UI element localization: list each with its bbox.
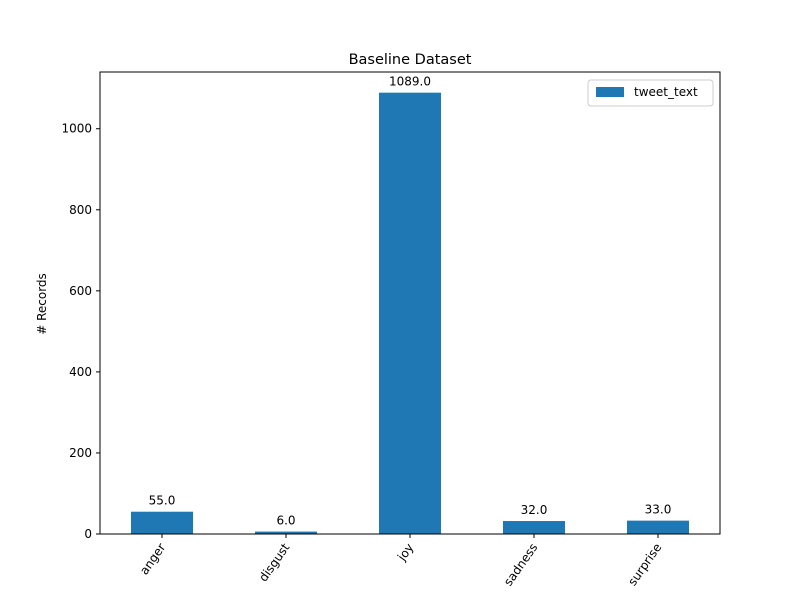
y-tick-label-800: 800	[69, 203, 92, 217]
y-axis-label: # Records	[35, 273, 49, 335]
legend: tweet_text	[587, 79, 714, 107]
y-tick-label-400: 400	[69, 365, 92, 379]
y-tick-label-200: 200	[69, 446, 92, 460]
bar-anger	[131, 511, 193, 534]
x-tick-label-anger: anger	[137, 541, 169, 578]
legend-swatch	[596, 87, 624, 97]
y-tick-label-1000: 1000	[61, 122, 92, 136]
data-label-surprise: 33.0	[645, 503, 672, 517]
chart-title: Baseline Dataset	[349, 52, 472, 68]
x-tick-label-disgust: disgust	[256, 540, 293, 584]
bar-joy	[379, 92, 441, 534]
data-label-anger: 55.0	[149, 494, 176, 508]
x-tick-label-joy: joy	[394, 541, 416, 564]
bar-disgust	[255, 531, 317, 534]
legend-label: tweet_text	[634, 85, 698, 99]
y-tick-label-600: 600	[69, 284, 92, 298]
x-tick-label-sadness: sadness	[501, 541, 540, 589]
data-label-joy: 1089.0	[389, 75, 431, 89]
bar-sadness	[503, 521, 565, 534]
x-tick-label-surprise: surprise	[625, 541, 664, 589]
data-label-sadness: 32.0	[521, 503, 548, 517]
legend-box	[587, 79, 714, 107]
y-tick-label-0: 0	[84, 527, 92, 541]
bar-surprise	[627, 520, 689, 534]
data-label-disgust: 6.0	[276, 514, 295, 528]
